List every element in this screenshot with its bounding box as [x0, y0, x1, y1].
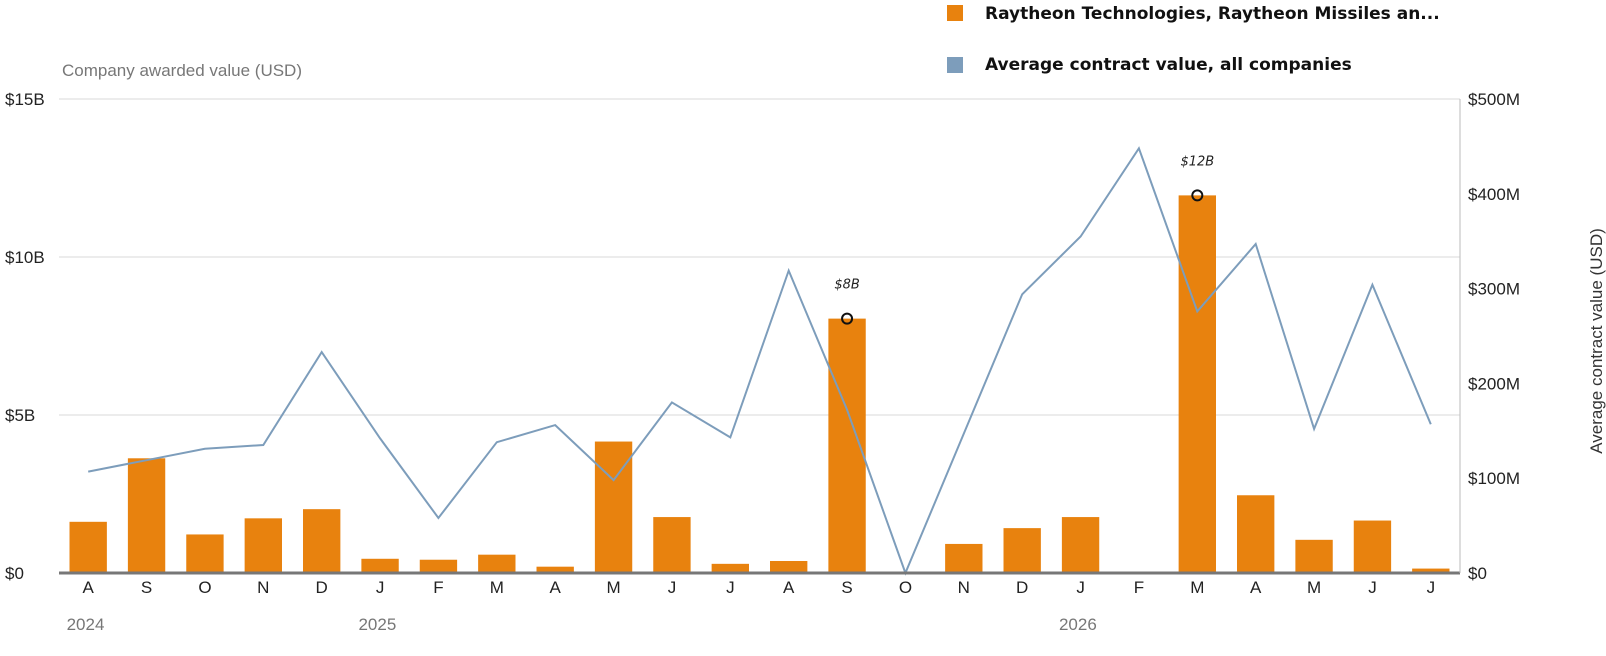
bar — [653, 517, 690, 573]
y-right-tick-label: $200M — [1468, 374, 1520, 393]
x-tick-label: J — [726, 578, 735, 597]
x-tick-label: J — [1368, 578, 1377, 597]
y-left-tick-label: $5B — [5, 406, 35, 425]
bar — [1354, 521, 1391, 573]
bar — [770, 561, 807, 573]
x-tick-label: M — [606, 578, 620, 597]
y-left-tick-label: $0 — [5, 564, 24, 583]
y-right-tick-label: $100M — [1468, 469, 1520, 488]
bar — [1237, 495, 1274, 573]
bar — [945, 544, 982, 573]
y-axis-ticks: $0 $5B $10B $15B $0 $100M $200M $300M $400M $500M — [5, 90, 1520, 583]
x-tick-label: S — [841, 578, 852, 597]
y-left-tick-label: $15B — [5, 90, 45, 109]
legend-swatch-bar — [947, 5, 963, 21]
bar — [1179, 195, 1216, 573]
gridlines — [59, 99, 1460, 415]
legend: Raytheon Technologies, Raytheon Missiles… — [947, 4, 1440, 75]
bar — [70, 522, 107, 573]
x-tick-label: M — [490, 578, 504, 597]
x-tick-label: D — [316, 578, 328, 597]
x-tick-label: J — [668, 578, 677, 597]
legend-swatch-line — [947, 57, 963, 73]
x-tick-label: F — [433, 578, 443, 597]
year-label: 2024 — [67, 615, 105, 634]
x-tick-label: F — [1134, 578, 1144, 597]
y-right-tick-label: $0 — [1468, 564, 1487, 583]
bar — [1062, 517, 1099, 573]
x-tick-label: N — [958, 578, 970, 597]
bar-series — [70, 195, 1450, 573]
x-tick-label: J — [1427, 578, 1436, 597]
y-right-tick-label: $400M — [1468, 185, 1520, 204]
x-tick-label: S — [141, 578, 152, 597]
bar — [303, 509, 340, 573]
bar — [186, 534, 223, 573]
x-tick-label: N — [257, 578, 269, 597]
annotation-label: $8B — [834, 278, 860, 293]
bar — [1004, 528, 1041, 573]
y-axis-right-label: Average contract value (USD) — [1587, 228, 1606, 454]
bar — [361, 559, 398, 573]
x-tick-label: O — [899, 578, 912, 597]
x-tick-label: A — [783, 578, 795, 597]
y-right-tick-label: $300M — [1468, 280, 1520, 299]
x-tick-label: J — [376, 578, 385, 597]
bar — [245, 518, 282, 573]
x-tick-label: A — [83, 578, 95, 597]
legend-label-bar: Raytheon Technologies, Raytheon Missiles… — [985, 4, 1440, 24]
bar — [1295, 540, 1332, 573]
bar — [478, 555, 515, 573]
x-tick-label: A — [1250, 578, 1262, 597]
line-series — [88, 148, 1431, 573]
x-tick-label: M — [1307, 578, 1321, 597]
y-axis-left-label: Company awarded value (USD) — [62, 61, 302, 80]
x-tick-label: A — [550, 578, 562, 597]
bar — [128, 458, 165, 573]
x-tick-label: O — [198, 578, 211, 597]
legend-label-line: Average contract value, all companies — [985, 55, 1352, 75]
y-right-tick-label: $500M — [1468, 90, 1520, 109]
annotation-label: $12B — [1180, 154, 1214, 169]
y-left-tick-label: $10B — [5, 248, 45, 267]
bar — [420, 560, 457, 573]
annotations: $8B $12B — [834, 154, 1214, 323]
x-tick-label: M — [1190, 578, 1204, 597]
x-axis-ticks: A S O N D J F M A M J J A S O N D J F M A M J J 2024 2025 2026 — [67, 578, 1435, 634]
x-tick-label: J — [1076, 578, 1085, 597]
line-path — [88, 148, 1431, 573]
x-tick-label: D — [1016, 578, 1028, 597]
year-label: 2025 — [358, 615, 396, 634]
year-label: 2026 — [1059, 615, 1097, 634]
